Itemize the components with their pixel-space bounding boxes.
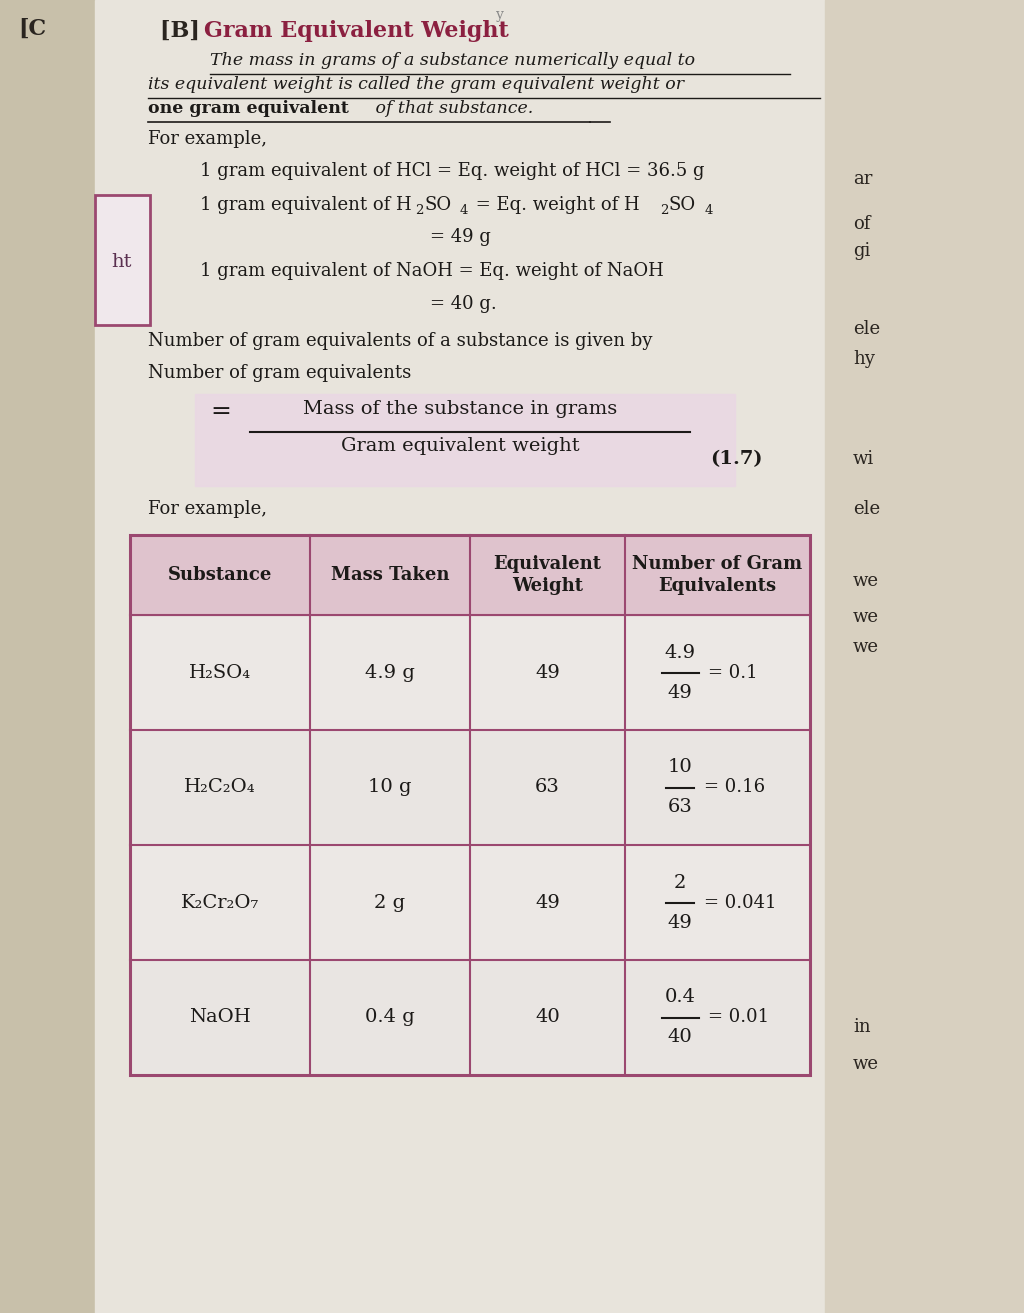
Text: 2: 2 xyxy=(674,873,686,892)
Text: we: we xyxy=(853,608,879,626)
Bar xyxy=(130,534,810,1075)
Text: Number of gram equivalents of a substance is given by: Number of gram equivalents of a substanc… xyxy=(148,332,652,351)
Text: Mass Taken: Mass Taken xyxy=(331,566,450,584)
Bar xyxy=(195,394,735,486)
Text: we: we xyxy=(853,572,879,590)
Bar xyxy=(95,0,825,1313)
Text: 4.9: 4.9 xyxy=(665,643,695,662)
Text: 63: 63 xyxy=(668,798,692,817)
Bar xyxy=(130,614,810,730)
Text: 10: 10 xyxy=(668,759,692,776)
Text: = 0.041: = 0.041 xyxy=(705,894,776,911)
Text: 49: 49 xyxy=(536,894,560,911)
Text: 0.4: 0.4 xyxy=(665,989,695,1007)
Text: H₂C₂O₄: H₂C₂O₄ xyxy=(184,779,256,797)
Text: ele: ele xyxy=(853,500,880,519)
Text: its equivalent weight is called the gram equivalent weight or: its equivalent weight is called the gram… xyxy=(148,76,684,93)
Text: 4: 4 xyxy=(705,204,714,217)
Bar xyxy=(0,0,115,1313)
Text: gi: gi xyxy=(853,242,870,260)
Text: 0.4 g: 0.4 g xyxy=(366,1008,415,1027)
Text: we: we xyxy=(853,638,879,656)
Text: 2: 2 xyxy=(415,204,423,217)
Text: = 40 g.: = 40 g. xyxy=(430,295,497,312)
Text: 40: 40 xyxy=(536,1008,560,1027)
Text: 4.9 g: 4.9 g xyxy=(366,663,415,681)
Text: 49: 49 xyxy=(536,663,560,681)
Text: NaOH: NaOH xyxy=(189,1008,251,1027)
Text: 1 gram equivalent of NaOH = Eq. weight of NaOH: 1 gram equivalent of NaOH = Eq. weight o… xyxy=(200,263,664,280)
Text: Equivalent
Weight: Equivalent Weight xyxy=(494,555,601,595)
Text: we: we xyxy=(853,1056,879,1073)
Text: hy: hy xyxy=(853,351,874,368)
Text: Substance: Substance xyxy=(168,566,272,584)
Text: (1.7): (1.7) xyxy=(710,450,763,467)
Bar xyxy=(130,730,810,846)
Text: in: in xyxy=(853,1018,870,1036)
Bar xyxy=(130,846,810,960)
Text: 63: 63 xyxy=(536,779,560,797)
Text: For example,: For example, xyxy=(148,130,267,148)
Text: 1 gram equivalent of H: 1 gram equivalent of H xyxy=(200,196,412,214)
Text: Gram equivalent weight: Gram equivalent weight xyxy=(341,437,580,456)
Bar xyxy=(825,0,1024,1313)
Text: 2: 2 xyxy=(660,204,669,217)
Text: 4: 4 xyxy=(460,204,468,217)
Text: = Eq. weight of H: = Eq. weight of H xyxy=(470,196,640,214)
Text: y: y xyxy=(496,8,504,22)
Text: wi: wi xyxy=(853,450,874,467)
Text: Mass of the substance in grams: Mass of the substance in grams xyxy=(303,400,617,418)
Text: of that substance.: of that substance. xyxy=(370,100,534,117)
Text: 10 g: 10 g xyxy=(369,779,412,797)
Text: SO: SO xyxy=(669,196,696,214)
Bar xyxy=(130,534,810,614)
Text: = 49 g: = 49 g xyxy=(430,228,490,246)
Text: =: = xyxy=(210,400,230,423)
Bar xyxy=(130,960,810,1075)
Text: [C: [C xyxy=(18,18,46,39)
Text: For example,: For example, xyxy=(148,500,267,519)
Text: ele: ele xyxy=(853,320,880,337)
Text: one gram equivalent: one gram equivalent xyxy=(148,100,349,117)
Text: K₂Cr₂O₇: K₂Cr₂O₇ xyxy=(181,894,259,911)
Text: of: of xyxy=(853,215,870,232)
Text: 49: 49 xyxy=(668,914,692,931)
Text: = 0.1: = 0.1 xyxy=(709,663,758,681)
Text: Gram Equivalent Weight: Gram Equivalent Weight xyxy=(204,20,509,42)
Text: Number of Gram
Equivalents: Number of Gram Equivalents xyxy=(633,555,803,595)
Text: ar: ar xyxy=(853,169,872,188)
Text: The mass in grams of a substance numerically equal to: The mass in grams of a substance numeric… xyxy=(210,53,695,70)
Text: 40: 40 xyxy=(668,1028,692,1046)
Text: [B]: [B] xyxy=(160,20,208,42)
Text: ht: ht xyxy=(112,253,132,270)
Text: SO: SO xyxy=(424,196,452,214)
Text: H₂SO₄: H₂SO₄ xyxy=(189,663,251,681)
Text: 2 g: 2 g xyxy=(375,894,406,911)
Bar xyxy=(95,196,150,326)
Text: 1 gram equivalent of HCl = Eq. weight of HCl = 36.5 g: 1 gram equivalent of HCl = Eq. weight of… xyxy=(200,161,705,180)
Text: = 0.16: = 0.16 xyxy=(705,779,765,797)
Text: 49: 49 xyxy=(668,684,692,701)
Text: = 0.01: = 0.01 xyxy=(709,1008,770,1027)
Text: Number of gram equivalents: Number of gram equivalents xyxy=(148,364,412,382)
